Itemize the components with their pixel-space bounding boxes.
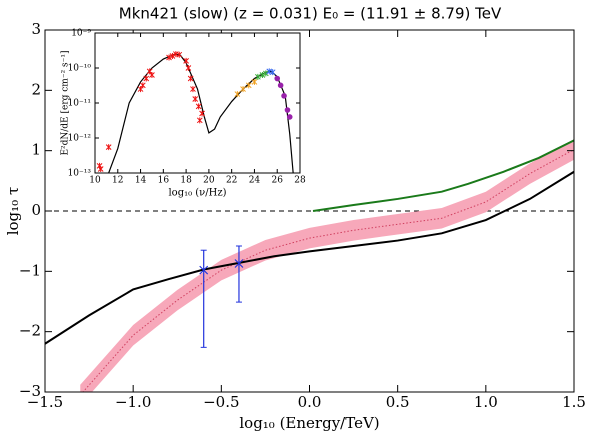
point [251, 78, 258, 85]
chart-title: Mkn421 (slow) (z = 0.031) E₀ = (11.91 ± … [119, 5, 502, 23]
point [269, 69, 276, 76]
point [281, 93, 287, 99]
y-tick-label: 1 [31, 141, 41, 159]
x-tick-label: 22 [226, 176, 237, 186]
y-tick-label: −1 [19, 261, 41, 279]
point [259, 72, 266, 79]
x-axis-label: log₁₀ (Energy/TeV) [239, 414, 379, 432]
x-tick-label: 20 [203, 176, 215, 186]
point [143, 75, 150, 82]
point [199, 265, 209, 275]
point [284, 107, 291, 113]
x-tick-label: −1.0 [115, 393, 151, 411]
point [190, 86, 196, 93]
x-tick-label: 16 [158, 176, 170, 186]
y-tick-label: 10⁻¹¹ [68, 99, 91, 109]
y-axis-label: E²dN/dE [erg cm⁻² s⁻¹] [61, 50, 71, 155]
point [277, 82, 284, 89]
y-tick-label: 10⁻¹³ [68, 169, 92, 179]
point [274, 75, 281, 82]
point [185, 65, 192, 71]
x-tick-label: 1.5 [562, 393, 586, 411]
point [255, 73, 261, 80]
x-tick-label: 0.5 [386, 393, 410, 411]
y-tick-label: 10⁻¹⁰ [68, 64, 92, 74]
point [149, 72, 155, 79]
x-axis-label: log₁₀ (ν/Hz) [168, 188, 226, 199]
point [234, 259, 244, 268]
plot-area [95, 33, 300, 173]
point [196, 117, 203, 124]
x-tick-label: −1.5 [27, 393, 63, 411]
point [97, 166, 104, 173]
point [176, 51, 183, 58]
y-axis-label: log₁₀ τ [4, 187, 22, 236]
line [45, 170, 574, 345]
x-tick-label: 12 [112, 176, 123, 186]
plot-content [96, 51, 294, 173]
y-tick-label: −2 [19, 322, 41, 340]
x-tick-label: −0.5 [203, 393, 239, 411]
y-tick-label: 10⁻¹² [68, 134, 92, 144]
point [192, 96, 199, 103]
y-tick-label: −3 [19, 382, 41, 400]
band-center-line [82, 149, 574, 392]
y-tick-label: 10⁻⁹ [71, 29, 91, 39]
point [245, 82, 252, 89]
point [183, 57, 189, 64]
point [195, 103, 202, 110]
y-tick-label: 0 [31, 201, 41, 219]
point [169, 53, 176, 60]
point [139, 82, 146, 89]
x-tick-label: 18 [180, 176, 192, 186]
plot-content [45, 139, 574, 392]
point [234, 91, 241, 98]
point [105, 144, 112, 151]
point [286, 114, 293, 120]
point [262, 70, 269, 77]
point [199, 110, 205, 117]
point [240, 86, 246, 93]
y-tick-label: 2 [31, 80, 41, 98]
x-tick-label: 0.0 [298, 393, 322, 411]
x-tick-label: 10 [89, 176, 101, 186]
point [187, 75, 194, 82]
x-tick-label: 26 [271, 176, 283, 186]
x-tick-label: 1.0 [474, 393, 498, 411]
y-tick-label: 3 [31, 20, 41, 38]
x-tick-label: 28 [294, 176, 306, 186]
x-tick-label: 24 [249, 176, 261, 186]
point [166, 54, 172, 61]
line [312, 139, 574, 212]
x-tick-label: 14 [135, 176, 147, 186]
